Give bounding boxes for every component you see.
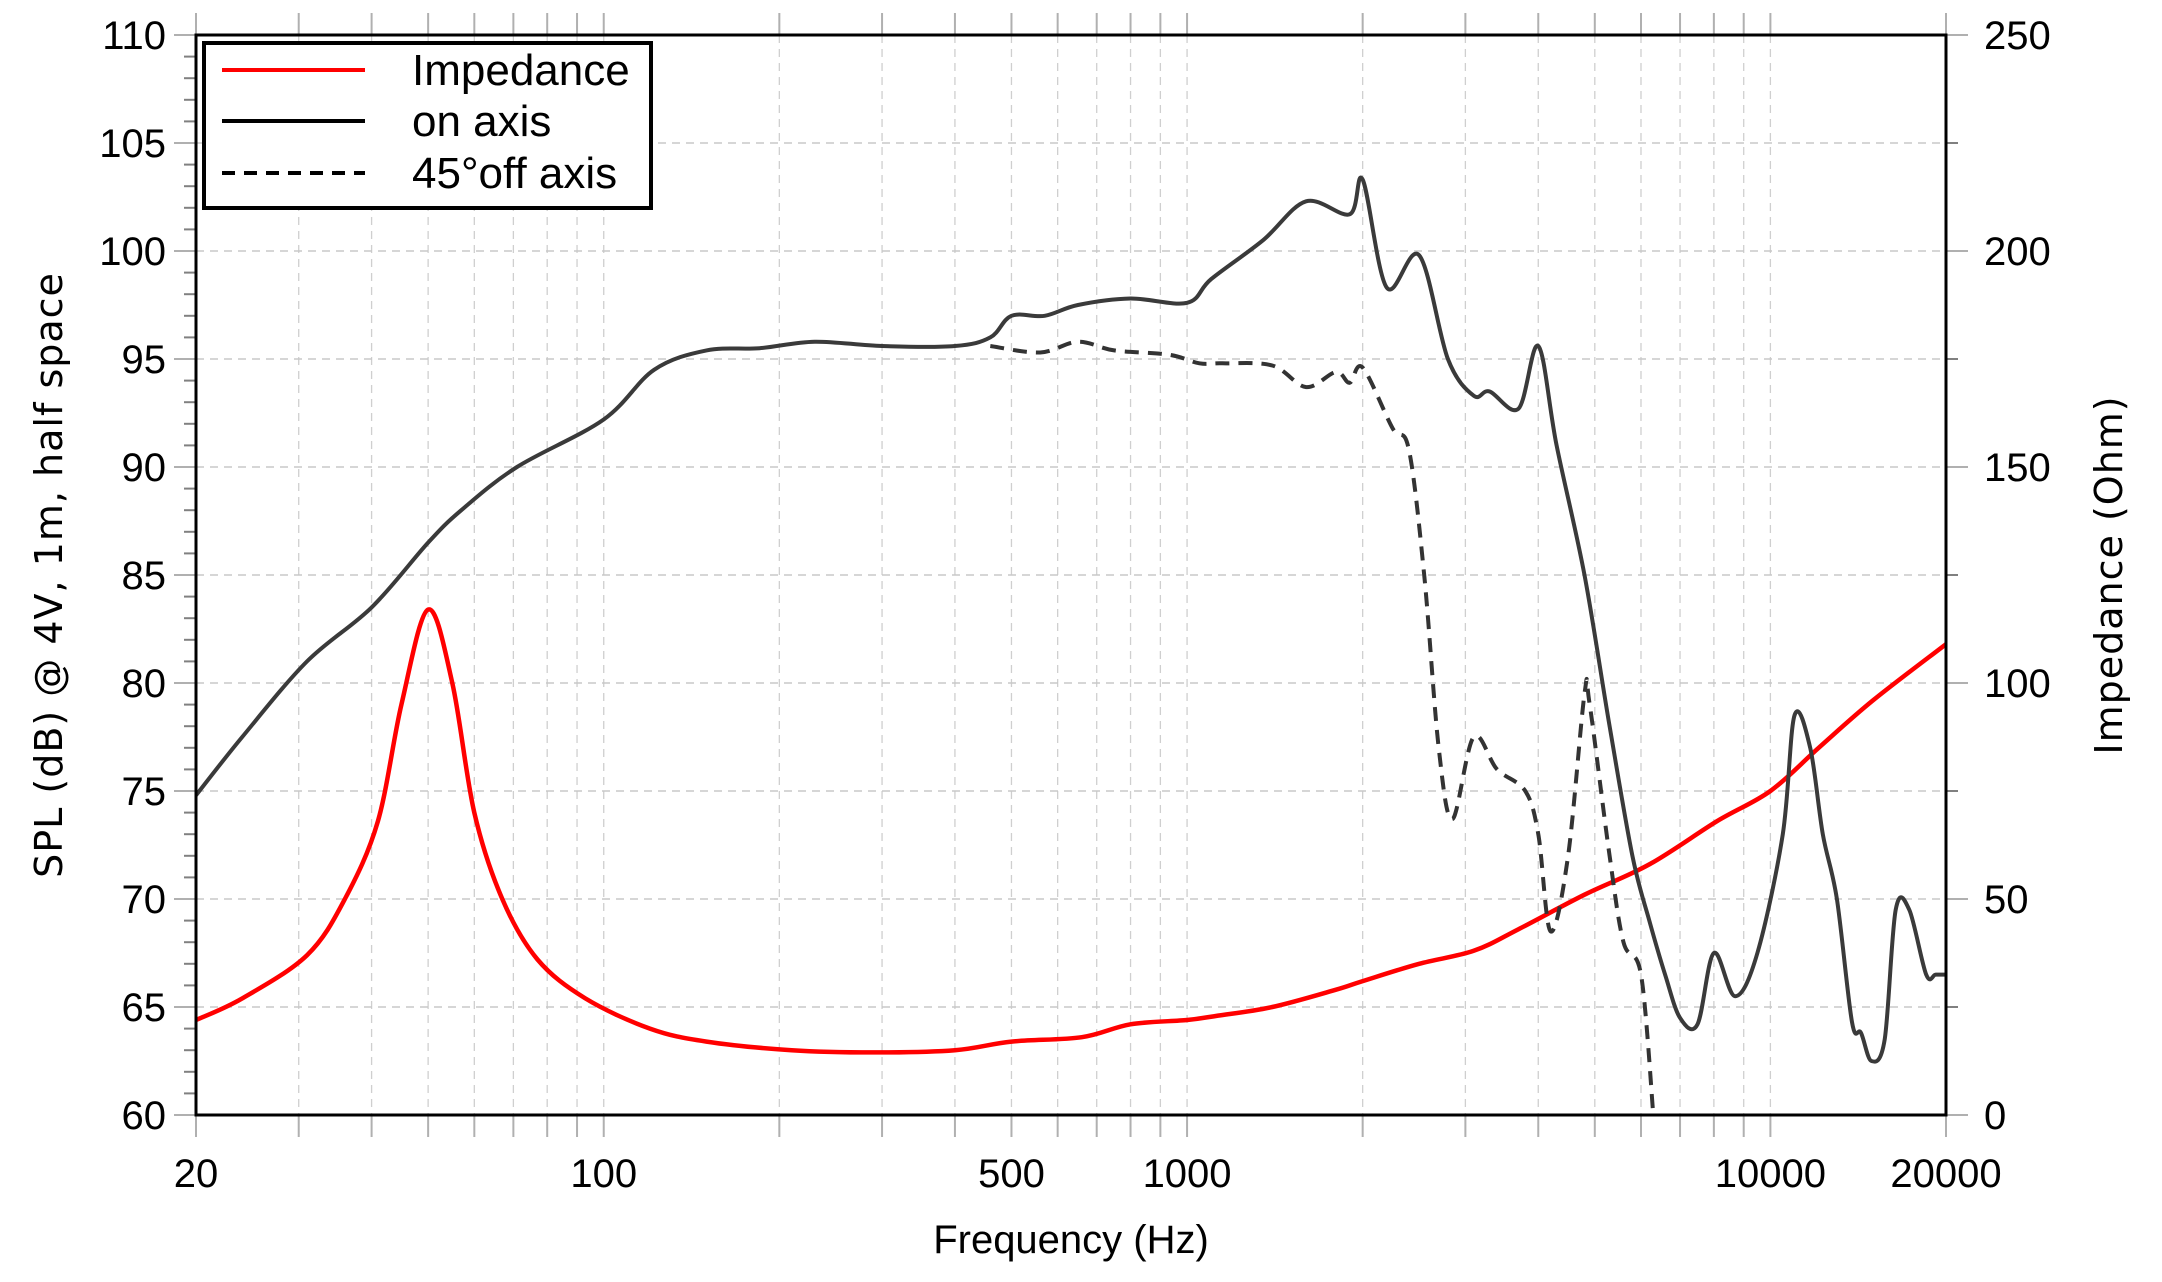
tick-labels: 60 65 70 75 80 85 90 95 100 105 110 0 50 100 150 200 250… xyxy=(99,14,2051,1196)
x-axis-title: Frequency (Hz) xyxy=(933,1218,1209,1262)
y-tick-label: 85 xyxy=(122,554,167,598)
legend-label-impedance: Impedance xyxy=(412,46,630,95)
x-tick-label: 100 xyxy=(570,1152,637,1196)
legend-box xyxy=(202,41,653,210)
plot-frame xyxy=(194,33,1948,1117)
legend: Impedance on axis 45°off axis xyxy=(202,41,653,210)
axis-ticks xyxy=(174,13,1968,1137)
y-tick-label: 95 xyxy=(122,338,167,382)
y-tick-label: 90 xyxy=(122,446,167,490)
curve-45-off-axis xyxy=(990,339,1656,1115)
y2-tick-label: 100 xyxy=(1984,662,2051,706)
x-tick-label: 10000 xyxy=(1715,1152,1826,1196)
y2-tick-label: 200 xyxy=(1984,230,2051,274)
plot-curves xyxy=(196,175,1946,1115)
y-tick-label: 65 xyxy=(122,986,167,1030)
y-tick-label: 105 xyxy=(99,122,166,166)
curve-on-axis xyxy=(196,175,1946,1064)
y-tick-label: 110 xyxy=(102,14,166,58)
legend-label-off-axis: 45°off axis xyxy=(412,149,617,198)
y-tick-label: 60 xyxy=(122,1094,167,1138)
y-tick-label: 80 xyxy=(122,662,167,706)
x-tick-label: 1000 xyxy=(1143,1152,1232,1196)
y2-tick-label: 0 xyxy=(1984,1094,2006,1138)
legend-label-on-axis: on axis xyxy=(412,97,551,146)
curve-impedance xyxy=(196,607,1946,1055)
x-tick-label: 20 xyxy=(174,1152,219,1196)
grid xyxy=(195,35,1947,1115)
y2-tick-label: 50 xyxy=(1984,878,2029,922)
y2-axis-title: Impedance (Ohm) xyxy=(2087,395,2131,754)
y-tick-label: 75 xyxy=(122,770,167,814)
x-tick-label: 500 xyxy=(978,1152,1045,1196)
y2-tick-label: 250 xyxy=(1984,14,2051,58)
y2-tick-label: 150 xyxy=(1984,446,2051,490)
x-tick-label: 20000 xyxy=(1890,1152,2001,1196)
y-axis-title: SPL (dB) @ 4V, 1m, half space xyxy=(27,272,71,878)
y-tick-label: 100 xyxy=(99,230,166,274)
y-tick-label: 70 xyxy=(122,878,167,922)
